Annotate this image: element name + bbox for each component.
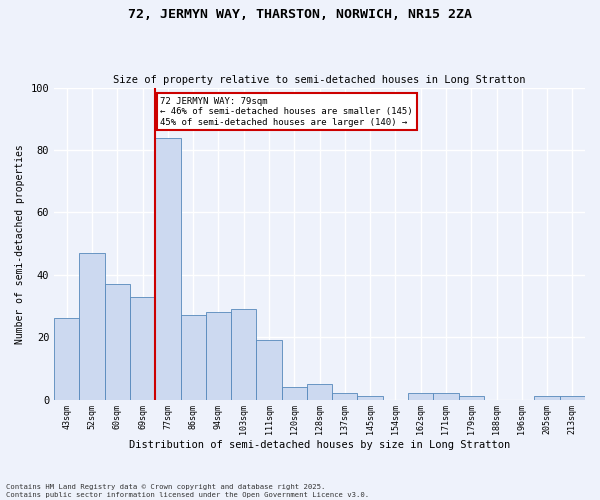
Bar <box>281 387 307 400</box>
Bar <box>206 312 231 400</box>
Bar <box>231 309 256 400</box>
Bar <box>256 340 281 400</box>
Bar <box>105 284 130 400</box>
Text: 72, JERMYN WAY, THARSTON, NORWICH, NR15 2ZA: 72, JERMYN WAY, THARSTON, NORWICH, NR15 … <box>128 8 472 20</box>
Bar <box>535 396 560 400</box>
Bar <box>155 138 181 400</box>
Bar <box>358 396 383 400</box>
Bar <box>79 253 105 400</box>
X-axis label: Distribution of semi-detached houses by size in Long Stratton: Distribution of semi-detached houses by … <box>129 440 510 450</box>
Bar <box>332 394 358 400</box>
Title: Size of property relative to semi-detached houses in Long Stratton: Size of property relative to semi-detach… <box>113 76 526 86</box>
Bar <box>181 316 206 400</box>
Bar <box>307 384 332 400</box>
Bar <box>458 396 484 400</box>
Text: 72 JERMYN WAY: 79sqm
← 46% of semi-detached houses are smaller (145)
45% of semi: 72 JERMYN WAY: 79sqm ← 46% of semi-detac… <box>160 97 413 127</box>
Bar <box>54 318 79 400</box>
Bar <box>408 394 433 400</box>
Bar <box>433 394 458 400</box>
Bar <box>130 296 155 400</box>
Bar <box>560 396 585 400</box>
Text: Contains HM Land Registry data © Crown copyright and database right 2025.
Contai: Contains HM Land Registry data © Crown c… <box>6 484 369 498</box>
Y-axis label: Number of semi-detached properties: Number of semi-detached properties <box>15 144 25 344</box>
